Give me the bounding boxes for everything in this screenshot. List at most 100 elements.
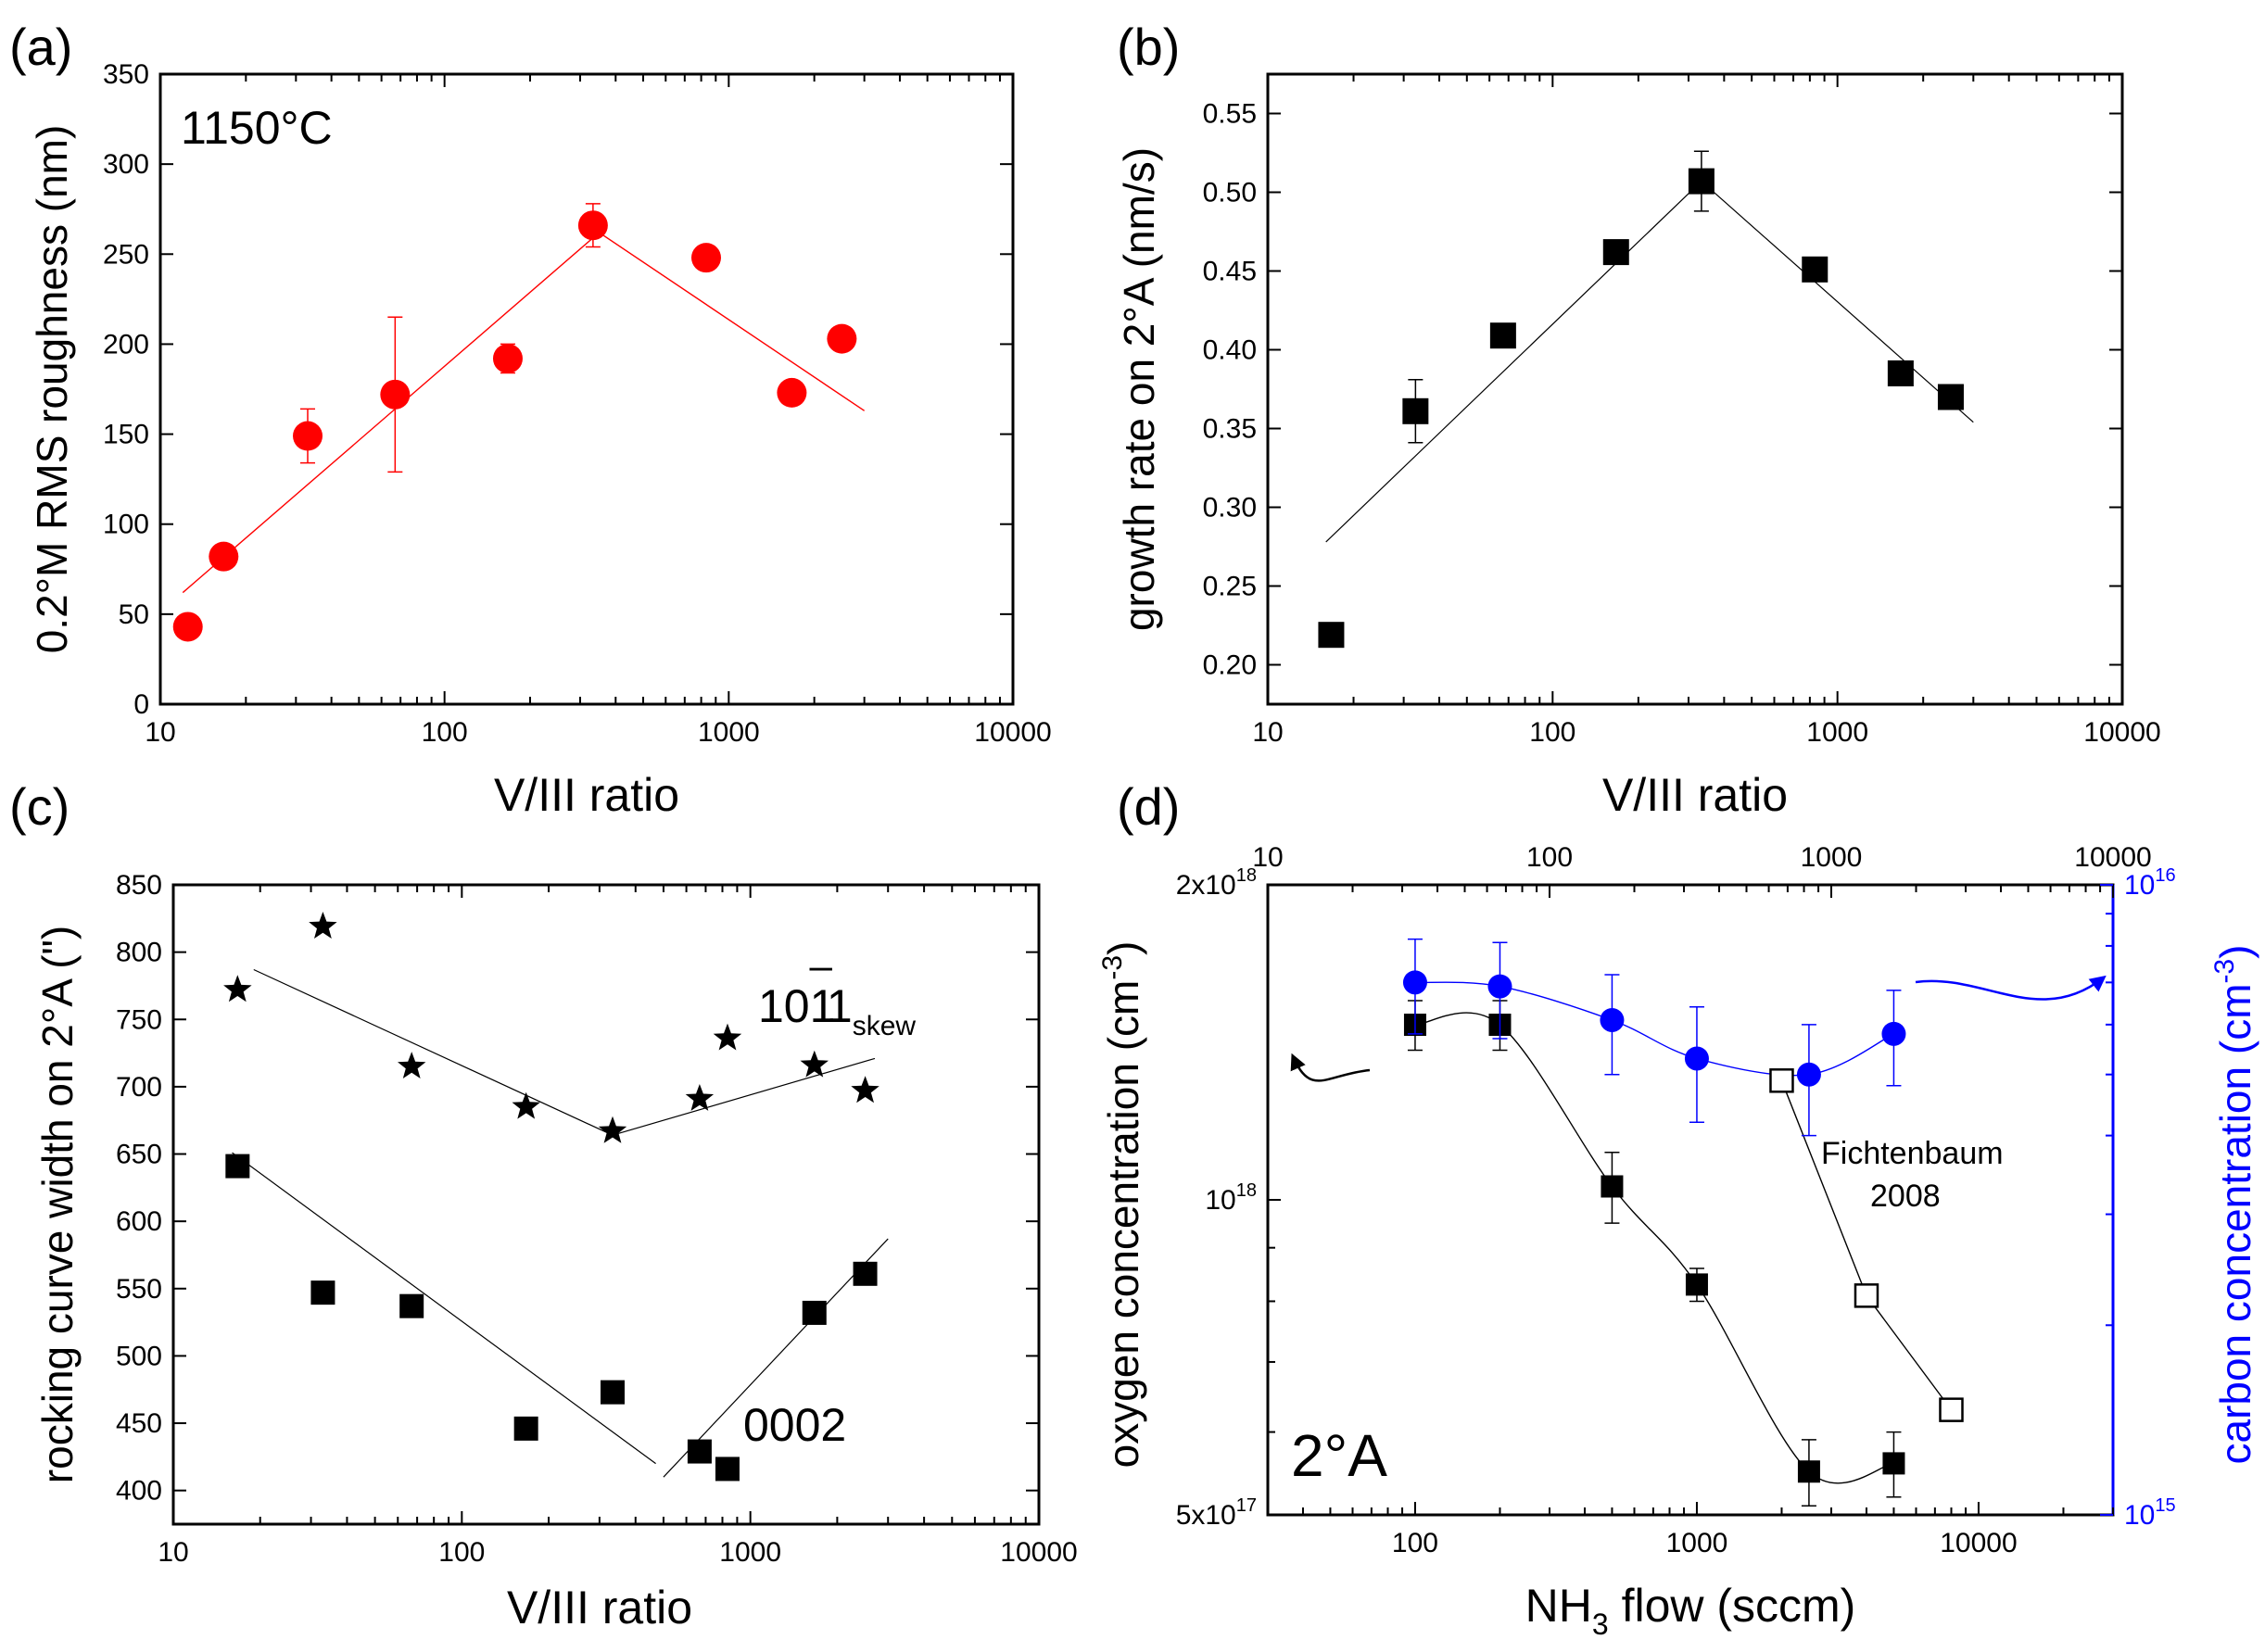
panel-a-x-tick-label: 1000 [698,717,760,748]
panel-d-carbon-point [1487,974,1512,999]
panel-b-y-tick-label: 0.40 [1203,335,1257,366]
panel-d-carbon-point [1881,1021,1906,1046]
panel-a-y-tick-label: 300 [103,149,149,180]
panel-b: (b) V/III ratio growth rate on 2°A (nm/s… [1115,18,2161,821]
panel-a-x-tick-label: 10000 [974,717,1051,748]
panel-c-skew-point [398,1052,426,1078]
panel-c-y-tick-label: 450 [116,1408,162,1439]
panel-c-0002-point [513,1416,538,1441]
panel-c-x-tick-label: 1000 [719,1537,781,1568]
panel-a-y-tick-label: 250 [103,239,149,270]
panel-b-y-tick-label: 0.55 [1203,99,1257,130]
panel-d-left-y-tick-label: 1018 [1205,1180,1257,1216]
panel-c-y-axis-label: rocking curve width on 2°A (") [33,926,82,1483]
panel-c-y-tick-label: 600 [116,1206,162,1237]
panel-c-skew-point [512,1091,540,1119]
panel-d-oxygen-point [1882,1452,1905,1475]
panel-b-y-tick-label: 0.35 [1203,414,1257,445]
panel-d-oxygen-axis-arrow [1290,1053,1371,1082]
panel-d-fichtenbaum-label-line2: 2008 [1870,1179,1941,1214]
panel-d-carbon-fit-curve [1414,981,1894,1077]
panel-b-x-tick-label: 1000 [1806,717,1868,748]
panel-c-0002-point [853,1261,878,1286]
panel-a-data-point [492,343,523,373]
panel-a-data-point [209,541,239,572]
panel-b-x-axis-label: V/III ratio [1602,769,1788,821]
panel-d-right-y-tick-label: 1015 [2124,1495,2176,1531]
panel-c-y-tick-label: 700 [116,1072,162,1103]
panel-c-y-tick-label: 400 [116,1476,162,1507]
panel-a-data-point [172,612,203,642]
panel-d-right-y-tick-label: 1016 [2124,865,2176,901]
panel-c-skew-point [598,1116,627,1143]
panel-c-x-tick-label: 100 [438,1537,485,1568]
panel-d-top-x-tick-label: 1000 [1801,842,1863,873]
panel-c-skew-point [685,1084,715,1111]
panel-c-x-tick-label: 10000 [1000,1537,1077,1568]
panel-b-data-point [1802,256,1828,283]
panel-d-fichtenbaum-label-line1: Fichtenbaum [1821,1136,2004,1171]
panel-a-y-axis-label: 0.2°M RMS roughness (nm) [28,125,76,654]
panel-c-frame [171,883,1041,1526]
panel-d-label: (d) [1117,777,1180,836]
panel-b-data-point [1402,397,1429,424]
panel-d-oxygen-fit-curve [1414,1012,1894,1484]
panel-c-skew-point [223,975,252,1003]
panel-c-0002-point [225,1154,250,1179]
panel-d-x-tick-label: 1000 [1666,1528,1728,1558]
panel-d-fichtenbaum-point [1769,1068,1794,1093]
panel-d-x-tick-label: 10000 [1940,1528,2017,1558]
panel-c-skew-point [713,1023,742,1051]
panel-d-oxygen-point [1797,1460,1820,1483]
panel-c-0002-point [715,1457,740,1482]
panel-c-0002-point [399,1293,424,1318]
panel-c-0002-point [600,1380,625,1405]
panel-d-oxygen-point [1685,1273,1708,1296]
panel-a-x-tick-label: 10 [145,717,175,748]
panel-d-top-x-tick-label: 10 [1252,842,1283,873]
panel-c-skew-label: 101– 1skew [758,943,916,1041]
panel-a-x-axis-label: V/III ratio [494,769,679,821]
panel-c-0002-point [802,1300,827,1325]
panel-c-skew-point [851,1076,879,1103]
panel-b-frame [1266,72,2124,706]
panel-a-y-tick-label: 350 [103,59,149,90]
panel-b-y-tick-label: 0.45 [1203,257,1257,287]
panel-c-x-tick-label: 10 [158,1537,188,1568]
panel-a-data-point [777,377,807,408]
panel-b-data-point [1688,168,1715,195]
panel-a: (a) 1150°C V/III ratio 0.2°M RMS roughne… [9,18,1052,821]
panel-d-sample-annotation: 2°A [1291,1422,1387,1489]
panel-a-y-tick-label: 150 [103,420,149,450]
panel-d-carbon-point [1684,1046,1709,1071]
panel-c-y-tick-label: 550 [116,1274,162,1305]
panel-c-y-tick-label: 800 [116,938,162,968]
panel-b-data-point [1489,322,1516,349]
panel-b-y-axis-label: growth rate on 2°A (nm/s) [1115,147,1163,631]
panel-b-label: (b) [1117,18,1180,76]
panel-d-top-x-tick-label: 10000 [2074,842,2151,873]
panel-a-frame [158,72,1015,706]
panel-a-temperature-annotation: 1150°C [181,102,333,154]
panel-c-fit-line [253,968,614,1136]
panel-b-fit-line [1325,181,1702,543]
panel-a-y-tick-label: 50 [119,599,149,630]
panel-b-x-tick-label: 10000 [2083,717,2160,748]
panel-a-y-tick-label: 100 [103,510,149,540]
panel-a-y-tick-label: 200 [103,329,149,359]
panel-d-left-y-tick-label: 2x1018 [1176,865,1257,901]
panel-b-y-tick-label: 0.20 [1203,650,1257,681]
panel-d-x-axis-label: NH3 flow (sccm) [1525,1580,1856,1641]
panel-d-carbon-point [1796,1062,1821,1087]
panel-b-x-tick-label: 100 [1529,717,1575,748]
panel-c-label: (c) [9,777,70,836]
panel-d-oxygen-point [1601,1175,1624,1198]
panel-a-y-tick-label: 0 [133,689,149,720]
panel-b-y-tick-label: 0.30 [1203,493,1257,523]
panel-c-skew-point [309,912,337,939]
panel-b-y-tick-label: 0.25 [1203,572,1257,602]
panel-a-label: (a) [9,18,72,76]
panel-a-data-point [690,243,721,273]
panel-a-x-tick-label: 100 [422,717,468,748]
